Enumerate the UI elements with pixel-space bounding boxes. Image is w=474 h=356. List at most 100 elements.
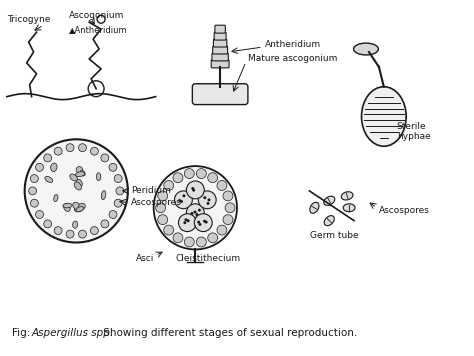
Text: Asci: Asci xyxy=(136,254,154,263)
Circle shape xyxy=(28,187,36,195)
FancyBboxPatch shape xyxy=(211,60,229,68)
Text: Antheridium: Antheridium xyxy=(265,40,321,48)
Ellipse shape xyxy=(51,163,57,172)
Circle shape xyxy=(91,147,99,155)
Circle shape xyxy=(174,191,192,209)
Circle shape xyxy=(186,181,204,199)
FancyBboxPatch shape xyxy=(212,53,228,61)
Ellipse shape xyxy=(343,204,355,212)
Circle shape xyxy=(186,197,189,200)
Ellipse shape xyxy=(45,177,53,183)
Circle shape xyxy=(184,237,194,247)
Circle shape xyxy=(79,230,86,238)
Circle shape xyxy=(158,215,168,225)
Circle shape xyxy=(173,173,183,183)
Circle shape xyxy=(173,233,183,243)
Circle shape xyxy=(223,191,233,201)
Circle shape xyxy=(195,211,199,214)
Ellipse shape xyxy=(70,174,77,181)
Circle shape xyxy=(114,199,122,207)
Text: Ascogonium: Ascogonium xyxy=(69,11,125,20)
Circle shape xyxy=(195,212,198,215)
Ellipse shape xyxy=(73,202,82,210)
Circle shape xyxy=(198,191,216,209)
Ellipse shape xyxy=(73,221,78,228)
Circle shape xyxy=(36,163,44,171)
Ellipse shape xyxy=(64,204,70,211)
FancyBboxPatch shape xyxy=(192,84,248,105)
Circle shape xyxy=(196,237,206,247)
Ellipse shape xyxy=(78,203,85,210)
Circle shape xyxy=(109,163,117,171)
Circle shape xyxy=(116,187,124,195)
Circle shape xyxy=(207,221,210,224)
Ellipse shape xyxy=(77,179,82,186)
Circle shape xyxy=(187,217,191,220)
Circle shape xyxy=(66,144,74,152)
Ellipse shape xyxy=(362,87,406,146)
Circle shape xyxy=(208,233,218,243)
Circle shape xyxy=(184,169,194,178)
Ellipse shape xyxy=(354,43,378,55)
Text: Tricogyne: Tricogyne xyxy=(7,15,50,24)
Ellipse shape xyxy=(80,170,85,176)
Circle shape xyxy=(164,180,173,190)
Circle shape xyxy=(30,199,38,207)
Circle shape xyxy=(187,223,190,226)
Circle shape xyxy=(208,173,218,183)
Circle shape xyxy=(188,218,191,221)
Text: Sterile
hyphae: Sterile hyphae xyxy=(397,122,430,141)
Ellipse shape xyxy=(54,194,58,201)
Circle shape xyxy=(154,166,237,250)
Ellipse shape xyxy=(310,202,319,213)
Text: Fig:: Fig: xyxy=(12,328,33,338)
Circle shape xyxy=(101,220,109,228)
Circle shape xyxy=(164,225,173,235)
Text: Ascospores: Ascospores xyxy=(379,206,430,215)
Circle shape xyxy=(114,175,122,183)
Text: Cleistithecium: Cleistithecium xyxy=(175,254,241,263)
Circle shape xyxy=(54,227,62,235)
FancyBboxPatch shape xyxy=(214,32,226,40)
Circle shape xyxy=(179,201,182,204)
Circle shape xyxy=(155,203,165,213)
Ellipse shape xyxy=(76,167,82,173)
Text: Aspergillus spp.: Aspergillus spp. xyxy=(32,328,114,338)
Ellipse shape xyxy=(63,203,72,208)
Ellipse shape xyxy=(341,192,353,200)
Ellipse shape xyxy=(75,172,85,177)
Circle shape xyxy=(194,214,212,232)
Circle shape xyxy=(158,191,168,201)
Circle shape xyxy=(44,154,52,162)
Text: Peridium: Peridium xyxy=(131,187,171,195)
Circle shape xyxy=(186,204,204,222)
Circle shape xyxy=(36,210,44,219)
Text: Mature ascogonium: Mature ascogonium xyxy=(248,54,337,63)
Circle shape xyxy=(191,185,194,188)
Circle shape xyxy=(66,230,74,238)
Text: Ascospores: Ascospores xyxy=(131,198,182,207)
Circle shape xyxy=(225,203,235,213)
Ellipse shape xyxy=(101,190,106,200)
Circle shape xyxy=(223,215,233,225)
Circle shape xyxy=(197,209,200,211)
Circle shape xyxy=(196,193,199,195)
Circle shape xyxy=(208,200,210,203)
Circle shape xyxy=(109,210,117,219)
Circle shape xyxy=(178,214,196,232)
Circle shape xyxy=(101,154,109,162)
Circle shape xyxy=(25,139,128,242)
Circle shape xyxy=(54,147,62,155)
FancyBboxPatch shape xyxy=(213,39,227,47)
Circle shape xyxy=(194,192,197,195)
Circle shape xyxy=(91,227,99,235)
FancyBboxPatch shape xyxy=(213,46,228,54)
Text: ▲Antheridium: ▲Antheridium xyxy=(69,25,128,34)
Circle shape xyxy=(187,217,191,220)
Ellipse shape xyxy=(74,182,82,190)
Circle shape xyxy=(202,218,205,221)
Ellipse shape xyxy=(96,173,101,180)
Ellipse shape xyxy=(324,196,335,205)
Circle shape xyxy=(79,144,86,152)
Circle shape xyxy=(217,225,227,235)
